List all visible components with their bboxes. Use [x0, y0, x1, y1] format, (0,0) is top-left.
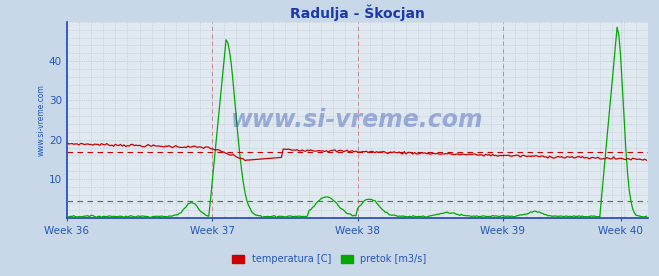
Text: www.si-vreme.com: www.si-vreme.com — [231, 108, 484, 132]
Title: Radulja - Škocjan: Radulja - Škocjan — [290, 4, 425, 21]
Legend: temperatura [C], pretok [m3/s]: temperatura [C], pretok [m3/s] — [229, 251, 430, 268]
Y-axis label: www.si-vreme.com: www.si-vreme.com — [37, 84, 46, 156]
